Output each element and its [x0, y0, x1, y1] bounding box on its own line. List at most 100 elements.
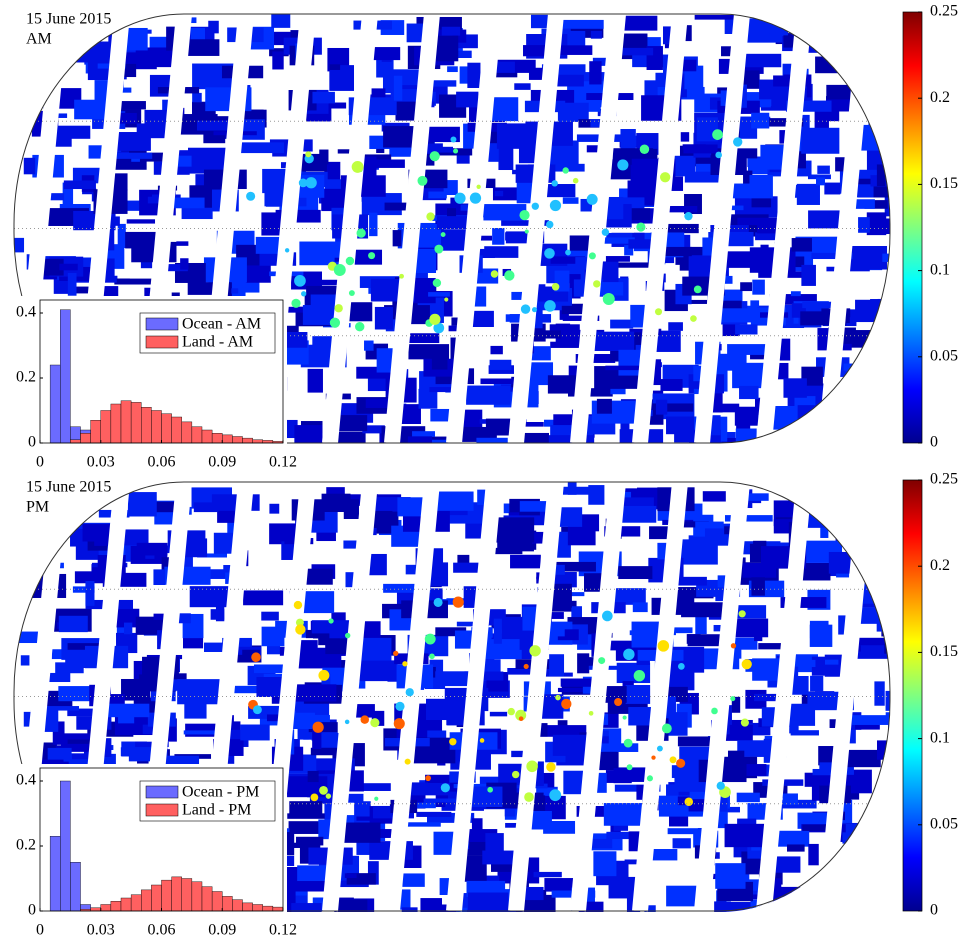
colorbar	[902, 11, 923, 444]
map-hotspot	[730, 696, 736, 702]
map-hotspot	[633, 670, 646, 682]
map-swath	[365, 398, 394, 408]
map-swath	[802, 301, 843, 309]
map-swath	[451, 317, 460, 326]
map-swath	[167, 197, 205, 209]
map-swath	[457, 554, 470, 565]
map-hotspot	[429, 313, 441, 325]
map-swath	[590, 30, 602, 39]
map-swath	[605, 256, 630, 262]
map-swath	[650, 849, 678, 861]
map-swath	[114, 278, 153, 285]
map-hotspot	[368, 252, 376, 260]
map-swath	[743, 170, 753, 189]
map-hotspot	[593, 280, 601, 288]
map-swath	[261, 611, 279, 621]
map-hotspot	[524, 792, 534, 802]
map-swath	[662, 246, 692, 257]
map-hotspot	[586, 193, 598, 205]
map-hotspot	[684, 212, 693, 221]
map-swath	[236, 142, 284, 154]
map-swath	[281, 541, 295, 560]
map-swath	[745, 312, 789, 318]
map-swath	[680, 132, 690, 142]
map-swath	[593, 851, 617, 877]
map-swath	[412, 431, 436, 437]
map-swath	[836, 857, 873, 884]
map-swath	[588, 485, 605, 505]
map-swath	[463, 586, 478, 608]
map-swath	[749, 543, 765, 563]
map-swath	[213, 532, 236, 554]
map-hotspot	[544, 248, 555, 259]
map-swath	[868, 113, 890, 129]
map-hotspot	[646, 775, 653, 782]
map-swath	[405, 333, 440, 344]
map-swath	[118, 714, 135, 724]
map-swath	[672, 838, 691, 849]
map-hotspot	[469, 192, 482, 204]
map-swath	[181, 206, 213, 220]
map-swath	[624, 245, 634, 256]
map-swath	[808, 417, 830, 433]
map-hotspot	[284, 248, 290, 253]
map-swath	[816, 177, 825, 186]
colorbar-label: 0.25	[930, 3, 958, 20]
map-swath	[512, 169, 529, 175]
map-swath	[736, 412, 751, 432]
histogram-bar	[70, 439, 81, 444]
map-swath	[752, 279, 765, 295]
map-swath	[584, 573, 605, 592]
map-swath	[802, 824, 828, 831]
map-hotspot	[399, 273, 404, 279]
map-swath	[872, 495, 885, 501]
map-swath	[407, 822, 441, 827]
map-swath	[665, 667, 695, 691]
map-swath	[885, 690, 890, 711]
map-swath	[328, 431, 366, 443]
map-swath	[142, 724, 157, 735]
map-outline	[13, 13, 891, 444]
y-tick-label: 0.4	[16, 304, 36, 321]
map-hotspot	[549, 789, 562, 802]
histogram-bar	[110, 901, 122, 912]
map-swath	[880, 788, 890, 802]
map-swath	[483, 204, 527, 221]
map-swath	[824, 492, 834, 515]
map-swath	[677, 73, 687, 98]
map-swath	[47, 137, 72, 147]
map-swath	[357, 159, 405, 168]
map-hotspot	[450, 136, 457, 143]
histogram-bar	[100, 904, 112, 912]
map-swath	[35, 528, 65, 542]
legend-label: Ocean - PM	[182, 784, 259, 801]
colorbar	[902, 479, 923, 912]
map-hotspot	[405, 688, 414, 697]
map-swath	[482, 639, 522, 660]
map-swath	[527, 811, 552, 830]
map-swath	[824, 496, 840, 513]
map-hotspot	[656, 745, 663, 752]
map-swath	[749, 174, 773, 199]
map-swath	[428, 191, 447, 199]
map-hotspot	[444, 297, 449, 302]
map-swath	[839, 398, 881, 418]
map-hotspot	[669, 756, 677, 764]
map-swath	[578, 901, 604, 912]
map-swath	[710, 353, 747, 371]
map-swath	[866, 898, 883, 912]
map-swath	[531, 531, 548, 544]
map-swath	[456, 91, 479, 108]
map-swath	[811, 439, 821, 443]
map-swath	[467, 62, 481, 88]
map-swath	[310, 747, 345, 756]
x-tick-label: 0	[36, 922, 44, 939]
map-swath	[346, 873, 376, 885]
x-tick-label: 0.06	[148, 922, 176, 939]
map-hotspot	[479, 738, 485, 743]
map-hotspot	[344, 632, 351, 639]
histogram-bar	[211, 891, 223, 912]
map-swath	[193, 502, 219, 513]
map-hotspot	[507, 707, 515, 716]
map-swath	[604, 526, 641, 537]
